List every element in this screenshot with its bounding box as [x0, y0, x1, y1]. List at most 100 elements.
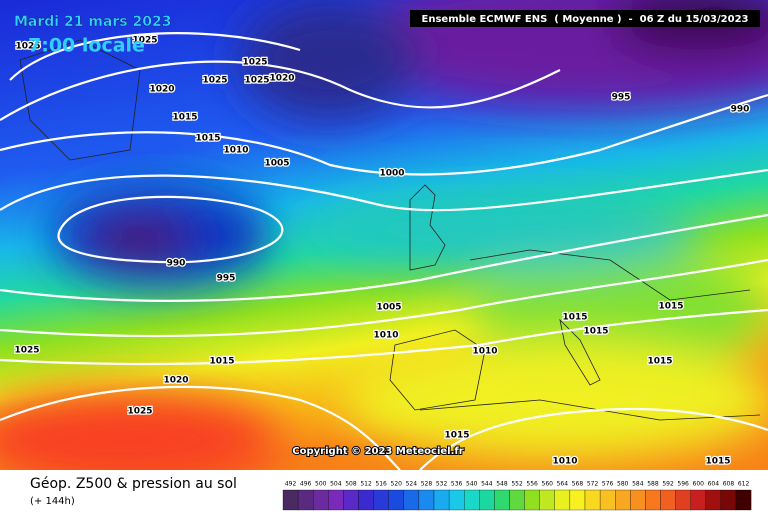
scale-label: 596 — [677, 481, 689, 488]
scale-swatch — [494, 489, 510, 511]
scale-swatch — [509, 489, 525, 511]
scale-swatch — [343, 489, 359, 511]
scale-label: 572 — [587, 481, 599, 488]
scale-swatch — [313, 489, 329, 511]
scale-swatch — [554, 489, 571, 511]
scale-swatch — [418, 489, 435, 511]
scale-label: 492 — [285, 481, 297, 488]
scale-swatch — [433, 489, 450, 511]
scale-swatch — [735, 489, 752, 511]
scale-swatch — [448, 489, 465, 511]
isobar-label: 1010 — [552, 457, 577, 467]
scale-label: 568 — [572, 481, 584, 488]
isobar-label: 1025 — [242, 58, 267, 68]
date: Mardi 21 mars 2023 — [14, 14, 171, 30]
scale-label: 496 — [300, 481, 312, 488]
model-banner — [410, 10, 760, 27]
isobar-label: 1000 — [379, 169, 404, 179]
scale-label: 508 — [345, 481, 357, 488]
isobar-label: 1025 — [14, 346, 39, 356]
scale-swatch — [569, 489, 586, 511]
scale-swatch — [282, 489, 299, 511]
scale-label: 580 — [617, 481, 629, 488]
scale-label: 548 — [496, 481, 508, 488]
scale-label: 612 — [738, 481, 750, 488]
isobar-label: 1025 — [127, 407, 152, 417]
isobar-label: 990 — [167, 259, 186, 269]
isobar-label: 1015 — [172, 113, 197, 123]
scale-label: 516 — [375, 481, 387, 488]
isobar-label: 995 — [612, 93, 631, 103]
isobar-label: 1015 — [444, 431, 469, 441]
scale-label: 608 — [723, 481, 735, 488]
scale-swatch — [539, 489, 555, 511]
isobar-label: 1010 — [373, 331, 398, 341]
scale-swatch — [403, 489, 420, 511]
scale-label: 556 — [526, 481, 538, 488]
isobar-label: 1015 — [583, 327, 608, 337]
scale-swatch — [705, 489, 722, 511]
scale-label: 512 — [360, 481, 372, 488]
isobar-label: 1025 — [244, 76, 269, 86]
isobar-label: 1015 — [705, 457, 730, 467]
scale-label: 500 — [315, 481, 327, 488]
scale-swatch — [675, 489, 691, 511]
isobar-label: 990 — [731, 105, 750, 115]
isobar-label: 1010 — [223, 146, 248, 156]
scale-label: 532 — [436, 481, 448, 488]
scale-swatch — [690, 489, 706, 511]
scale-label: 540 — [466, 481, 478, 488]
scale-label: 552 — [511, 481, 523, 488]
scale-label: 576 — [602, 481, 614, 488]
scale-swatch — [599, 489, 616, 511]
footer-title: Géop. Z500 & pression au sol — [30, 476, 237, 492]
scale-label: 504 — [330, 481, 342, 488]
isobar-label: 1020 — [269, 74, 294, 84]
scale-swatch — [479, 489, 495, 511]
isobar-label: 1010 — [472, 347, 497, 357]
scale-swatch — [328, 489, 344, 511]
scale-label: 584 — [632, 481, 644, 488]
local-time: 7:00 locale — [28, 35, 145, 57]
scale-label: 564 — [557, 481, 569, 488]
isobars — [0, 32, 768, 471]
scale-swatch — [388, 489, 404, 511]
isobar-label: 1015 — [562, 313, 587, 323]
scale-label: 524 — [406, 481, 418, 488]
scale-swatch — [645, 489, 661, 511]
scale-swatch — [464, 489, 480, 511]
scale-swatch — [358, 489, 374, 511]
isobar-label: 1025 — [132, 36, 157, 46]
scale-label: 588 — [647, 481, 659, 488]
isobar-label: 1015 — [658, 302, 683, 312]
scale-label: 536 — [451, 481, 463, 488]
scale-swatch — [720, 489, 737, 511]
isobar-label: 1020 — [163, 376, 188, 386]
scale-label: 592 — [662, 481, 674, 488]
isobar-label: 1025 — [15, 42, 40, 52]
copyright: Copyright © 2023 Meteociel.fr — [292, 446, 463, 457]
isobar-label: 1015 — [647, 357, 672, 367]
scale-swatch — [373, 489, 389, 511]
isobar-label: 1015 — [209, 357, 234, 367]
scale-label: 604 — [708, 481, 720, 488]
scale-swatch — [297, 489, 314, 511]
scale-label: 544 — [481, 481, 493, 488]
isobar-label: 1020 — [149, 85, 174, 95]
isobar-label: 1025 — [202, 76, 227, 86]
scale-label: 528 — [421, 481, 433, 488]
scale-label: 560 — [542, 481, 554, 488]
isobar-label: 1005 — [264, 159, 289, 169]
scale-label: 520 — [391, 481, 403, 488]
scale-label: 600 — [693, 481, 705, 488]
footer-subtitle: (+ 144h) — [30, 496, 75, 507]
scale-swatch — [630, 489, 646, 511]
scale-swatch — [524, 489, 540, 511]
scale-swatch — [615, 489, 631, 511]
scale-swatch — [660, 489, 676, 511]
scale-swatch — [584, 489, 601, 511]
color-scale: 492 496 500 504 508 512 516 520 524 528 532 536 540 5… — [282, 481, 752, 511]
isobar-label: 1015 — [195, 134, 220, 144]
